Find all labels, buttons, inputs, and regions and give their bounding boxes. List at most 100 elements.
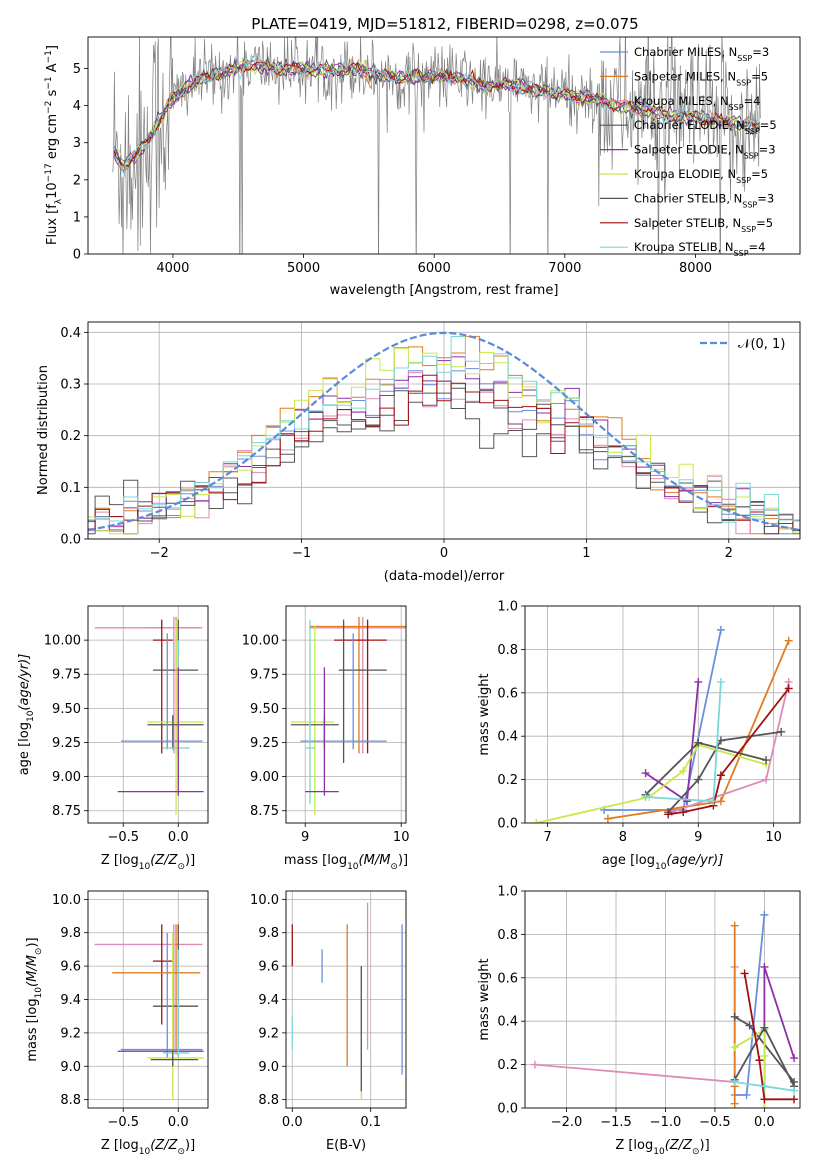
- x-tick-label: 0.1: [360, 1115, 381, 1130]
- plot-area-mass-vs-z: [88, 891, 208, 1108]
- y-tick-label: 0.3: [60, 378, 81, 393]
- weight-point: [790, 1095, 799, 1104]
- y-tick-label: 8.75: [250, 804, 279, 819]
- y-axis-label-part: A: [45, 63, 60, 76]
- y-tick-label: 1.0: [497, 600, 518, 615]
- y-tick-label: 0.0: [60, 533, 81, 548]
- x-tick-label: 10: [765, 830, 782, 845]
- y-tick-label: 10.00: [44, 634, 81, 649]
- legend-entry-text: Chabrier STELIB, N: [634, 191, 742, 205]
- axes-frame-weight-vs-age: [524, 605, 801, 824]
- y-tick-label: 0.4: [497, 730, 518, 745]
- x-tick-label: 7: [543, 830, 551, 845]
- y-tick-label: 9.8: [258, 926, 279, 941]
- legend-entry-text: Salpeter STELIB, N: [634, 216, 741, 230]
- x-tick-label: −0.5: [107, 830, 139, 845]
- x-tick-label: 4000: [156, 261, 189, 276]
- legend-entry-sub: SSP: [741, 224, 756, 233]
- x-tick-label: 0.0: [754, 1115, 775, 1130]
- legend-entry-text: =3: [759, 143, 776, 157]
- y-axis-label-part: s: [45, 89, 60, 100]
- y-tick-label: 9.4: [258, 993, 279, 1008]
- weight-point: [730, 921, 739, 930]
- y-tick-label: 0.1: [60, 481, 81, 496]
- x-axis-label: age [log10(age/yr)]: [602, 853, 724, 872]
- weight-point: [762, 756, 771, 765]
- x-axis-label-part: 10: [139, 1147, 151, 1157]
- x-tick-label: 6000: [418, 261, 451, 276]
- legend-entry-sub: SSP: [736, 176, 751, 185]
- legend-entry: Kroupa ELODIE, NSSP=5: [634, 167, 768, 185]
- y-axis-label-part: (age/yr)]: [17, 654, 32, 711]
- y-axis-label: mass weight: [477, 673, 492, 755]
- weight-point: [730, 1099, 739, 1108]
- axes-frame-age-vs-z: [87, 605, 209, 824]
- x-tick-label: 5000: [287, 261, 320, 276]
- weight-point: [603, 814, 612, 823]
- histogram-kroupa-stelib: [88, 336, 800, 523]
- legend-entry-text: Chabrier ELODIE, N: [634, 118, 745, 132]
- legend-entry-text: =4: [749, 240, 766, 254]
- legend-entry: Kroupa MILES, NSSP=4: [634, 94, 760, 112]
- x-tick-label: 0: [440, 546, 448, 561]
- x-axis-label: Z [log10(Z/Z⊙)]: [101, 853, 195, 872]
- y-tick-label: 9.00: [52, 770, 81, 785]
- legend-entry-text: Chabrier MILES, N: [634, 45, 737, 59]
- weight-point: [716, 625, 725, 634]
- x-tick-label: −1.0: [650, 1115, 682, 1130]
- x-axis-label-part: age [log: [602, 853, 655, 868]
- legend-entry: Chabrier MILES, NSSP=3: [634, 45, 769, 63]
- x-tick-label: −2: [150, 546, 169, 561]
- weight-point: [730, 1043, 739, 1052]
- legend-entry: 𝒩(0, 1): [738, 337, 785, 352]
- y-axis-label-part: (M/M: [25, 955, 40, 987]
- x-tick-label: 7000: [548, 261, 581, 276]
- weight-point: [740, 969, 749, 978]
- y-tick-label: 0.8: [497, 643, 518, 658]
- x-tick-label: 2: [725, 546, 733, 561]
- y-axis-label-part: erg cm: [45, 114, 60, 163]
- x-axis-label-part: ⊙: [692, 1147, 700, 1157]
- y-tick-label: 9.0: [60, 1060, 81, 1075]
- weight-point: [641, 792, 650, 801]
- axes-spectrum: 4000 5000 6000 7000 8000 0 1 2 3 4 5: [73, 36, 801, 276]
- y-axis-label-part: −2: [44, 101, 54, 114]
- legend-entry-text: =3: [752, 45, 769, 59]
- weight-point: [762, 775, 771, 784]
- x-tick-label: 1: [582, 546, 590, 561]
- x-tick-label: 10: [393, 830, 410, 845]
- y-axis-label-part: ⊙: [34, 948, 44, 956]
- weight-point: [679, 766, 688, 775]
- x-axis-label-part: 10: [347, 862, 359, 872]
- axes-frame-spectrum: [87, 36, 801, 255]
- model-spectrum-kroupa-stelib: [113, 52, 761, 175]
- y-axis-label-part: )]: [25, 937, 40, 947]
- x-axis-label-part: 10: [653, 1147, 665, 1157]
- plot-area-age-vs-z: [88, 606, 208, 823]
- x-axis-label-part: (age/yr)]: [666, 853, 723, 868]
- weight-point: [760, 1051, 769, 1060]
- y-tick-label: 0.0: [497, 817, 518, 832]
- y-tick-label: 9.50: [250, 702, 279, 717]
- weight-point: [694, 677, 703, 686]
- weight-point: [530, 1060, 539, 1069]
- weight-point: [745, 1021, 754, 1030]
- y-tick-label: 9.75: [250, 668, 279, 683]
- weight-line-chabrier-miles: [604, 629, 722, 811]
- legend-entry-sub: SSP: [742, 200, 757, 209]
- legend-entry-text: Salpeter MILES, N: [634, 69, 736, 83]
- y-tick-label: 9.25: [250, 736, 279, 751]
- weight-point: [716, 771, 725, 780]
- weight-point: [664, 810, 673, 819]
- plot-area-residuals: [88, 322, 800, 539]
- weight-point: [760, 1095, 769, 1104]
- weight-point: [755, 1056, 764, 1065]
- y-tick-label: 9.4: [60, 993, 81, 1008]
- x-tick-label: 0.0: [168, 830, 189, 845]
- y-axis-label: mass [log10(M/M⊙)]: [25, 937, 44, 1061]
- y-axis-label-part: 10: [26, 710, 36, 722]
- y-axis-label-part: age [log: [17, 722, 32, 775]
- y-axis-label: Normed distribution: [36, 365, 51, 495]
